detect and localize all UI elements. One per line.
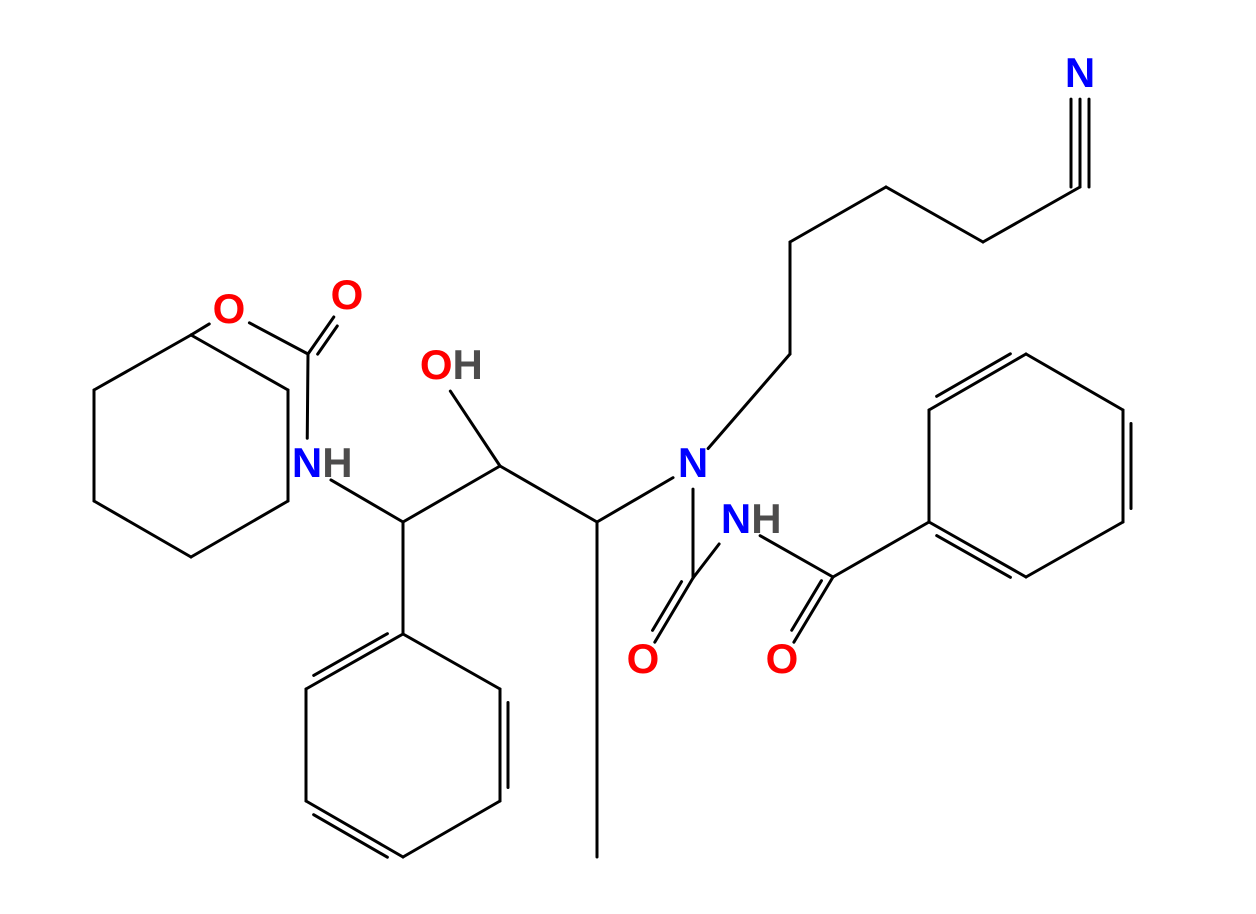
bond-4-5 <box>191 335 288 390</box>
bond-6-7 <box>249 323 308 354</box>
bond-29-30 <box>983 187 1080 242</box>
bond-23-24 <box>1026 354 1123 410</box>
atom-O-16: O <box>627 635 660 682</box>
bond-37-32 <box>403 634 500 689</box>
bond-28-29 <box>886 187 983 242</box>
atom-N-9: NH <box>292 439 353 486</box>
bond-24-25 <box>929 354 1026 410</box>
bond-34-35 <box>306 801 403 857</box>
bond-11-13 <box>500 466 597 522</box>
bond-7-9 <box>307 354 308 438</box>
atom-N-14: N <box>678 439 708 486</box>
bond-13-14 <box>597 478 673 522</box>
atom-O-8: O <box>331 271 364 318</box>
bond-1-2 <box>94 501 191 557</box>
bond-9-10 <box>331 480 403 522</box>
bond-2-3 <box>191 501 288 557</box>
bond-18-20 <box>833 522 929 577</box>
atom-N-17: NH <box>721 495 782 542</box>
bond-21-22 <box>1026 522 1123 577</box>
bond-11-12 <box>450 391 500 466</box>
atom-O-12: OH <box>420 341 483 388</box>
bond-15-16 <box>655 578 693 642</box>
bond-20-21 <box>929 522 1026 577</box>
bond-35-36 <box>403 801 500 857</box>
chemical-structure-canvas: O O NH OH N O NH O N <box>0 0 1256 914</box>
bond-18-19 <box>794 577 833 642</box>
atom-N-31: N <box>1065 49 1095 96</box>
bond-5-0 <box>94 335 191 390</box>
atom-O-6: O <box>213 285 246 332</box>
bond-15-17 <box>693 544 719 578</box>
bond-10-11 <box>403 466 500 522</box>
bond-5-6 <box>191 324 209 335</box>
bond-32-33 <box>306 634 403 689</box>
atom-O-19: O <box>766 635 799 682</box>
bond-14-26 <box>708 354 790 449</box>
bond-27-28 <box>790 187 886 242</box>
